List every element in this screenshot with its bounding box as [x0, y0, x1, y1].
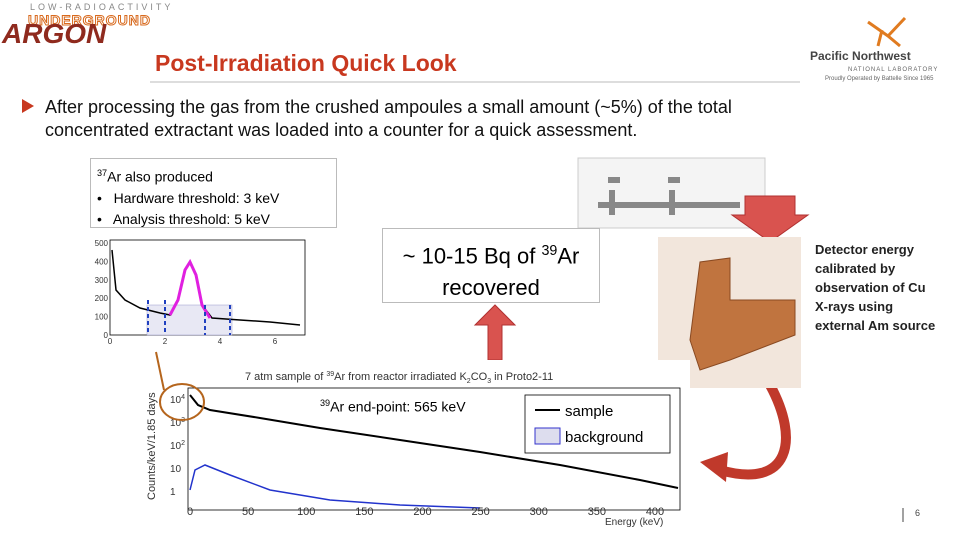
y-tick-label: 200: [95, 294, 109, 303]
legend-label: sample: [565, 403, 613, 420]
big-plot-title: 7 atm sample of 39Ar from reactor irradi…: [245, 371, 553, 385]
x-tick-label: 6: [273, 337, 278, 346]
y-tick-label: 500: [95, 239, 109, 248]
y-tick-base: 10: [170, 418, 182, 429]
pnnl-tagline: Proudly Operated by Battelle Since 1965: [825, 76, 934, 82]
y-tick-base: 1: [170, 487, 176, 498]
x-tick-label: 0: [108, 337, 113, 346]
slide-title: Post-Irradiation Quick Look: [155, 50, 457, 76]
x-axis-label: Energy (keV): [605, 517, 663, 528]
y-tick-base: 10: [170, 395, 182, 406]
x-tick-label: 400: [646, 506, 664, 518]
small-plot-band: [146, 304, 233, 336]
threshold-box: 37Ar also produced • Hardware threshold:…: [90, 158, 337, 228]
calibration-note: Detector energy calibrated by observatio…: [815, 242, 936, 333]
x-tick-label: 4: [218, 337, 223, 346]
big-plot-frame: [187, 387, 681, 511]
callout-line: [155, 351, 165, 391]
small-plot-markers: [147, 300, 231, 335]
logo-top: LOW-RADIOACTIVITY: [30, 2, 173, 12]
callout-oval: [159, 383, 205, 421]
box-item: • Analysis threshold: 5 keV: [97, 210, 271, 227]
x-tick-label: 50: [242, 506, 254, 518]
x-tick-label: 300: [530, 506, 548, 518]
y-tick-label: 100: [95, 313, 109, 322]
y-tick-label: 1: [170, 487, 176, 498]
y-tick-exp: 2: [181, 440, 185, 447]
activity-box: ~ 10-15 Bq of 39Ar recovered: [382, 228, 600, 303]
arrow-head: [700, 452, 728, 482]
arrow-curve: [718, 382, 791, 480]
arrow-up: [473, 304, 517, 361]
bullet-text: After processing the gas from the crushe…: [45, 97, 732, 140]
logo-bottom: ARGON: [1, 18, 107, 49]
legend-label: background: [565, 429, 643, 446]
y-tick-exp: 4: [181, 394, 185, 401]
y-tick-label: 104: [170, 394, 185, 406]
y-tick-label: 0: [104, 331, 109, 340]
box-item: • Hardware threshold: 3 keV: [97, 189, 280, 206]
y-tick-base: 10: [170, 464, 182, 475]
box-heading: 37Ar also produced: [97, 168, 213, 185]
small-plot-fit: [168, 258, 212, 319]
x-tick-label: 100: [297, 506, 315, 518]
x-tick-label: 150: [355, 506, 373, 518]
y-tick-label: 102: [170, 440, 185, 452]
y-tick-label: 400: [95, 257, 109, 266]
legend-swatch: [534, 427, 561, 445]
pnnl-name: Pacific Northwest: [810, 49, 911, 63]
valve-shape: [598, 177, 740, 215]
endpoint-label: 39Ar end-point: 565 keV: [320, 398, 466, 415]
logo-middle: UNDERGROUND: [28, 12, 151, 28]
x-tick-label: 350: [588, 506, 606, 518]
x-tick-label: 250: [471, 506, 489, 518]
pnnl-mark: [867, 16, 907, 48]
x-tick-label: 0: [187, 506, 193, 518]
background-curve: [189, 464, 481, 509]
x-tick-label: 200: [413, 506, 431, 518]
y-tick-base: 10: [170, 441, 182, 452]
detector-shape: [689, 257, 796, 371]
pnnl-sub: NATIONAL LABORATORY: [848, 67, 938, 73]
y-axis-label: Counts/keV/1.85 days: [146, 392, 158, 500]
y-tick-label: 300: [95, 276, 109, 285]
x-tick-label: 2: [163, 337, 168, 346]
page-number: 6: [915, 508, 921, 518]
bullet-marker: [22, 99, 34, 113]
y-tick-label: 10: [170, 464, 182, 475]
arrow-down: [730, 195, 810, 243]
